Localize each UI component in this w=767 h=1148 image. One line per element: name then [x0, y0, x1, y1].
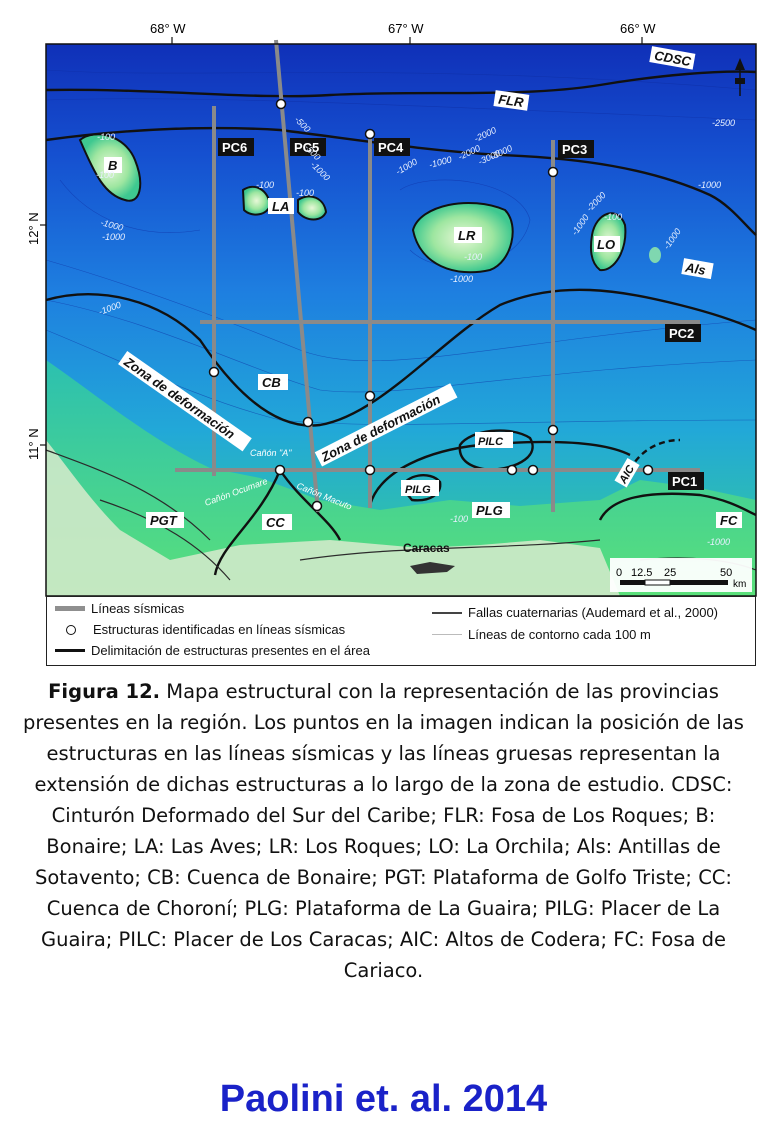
label-pc3: PC3: [562, 142, 587, 157]
lon-tick-68: 68° W: [150, 21, 186, 36]
label-pc1: PC1: [672, 474, 697, 489]
label-lo: LO: [597, 237, 615, 252]
label-b: B: [108, 158, 117, 173]
label-canon-a: Cañón "A": [250, 448, 292, 458]
label-pgt: PGT: [150, 513, 178, 528]
label-la: LA: [272, 199, 289, 214]
label-als: Als: [683, 260, 707, 278]
contour-label: -100: [97, 132, 115, 142]
legend-item-delimitation: Delimitación de estructuras presentes en…: [55, 643, 370, 658]
legend-item-contours: Líneas de contorno cada 100 m: [432, 627, 651, 642]
lat-tick-11: 11° N: [26, 428, 41, 460]
label-pc6: PC6: [222, 140, 247, 155]
structure-point: [364, 390, 376, 402]
legend-seismic-text: Líneas sísmicas: [91, 601, 185, 616]
island-small: [649, 247, 661, 263]
contour-label: -100: [604, 212, 622, 222]
label-fc: FC: [720, 513, 738, 528]
caracas-city: [410, 562, 455, 574]
legend-item-seismic: Líneas sísmicas: [55, 601, 184, 616]
legend-faults-text: Fallas cuaternarias (Audemard et al., 20…: [468, 605, 719, 620]
label-lr: LR: [458, 228, 476, 243]
legend-faults-symbol: [432, 611, 462, 614]
structural-map: 68° W 67° W 66° W 12° N 11° N: [26, 21, 757, 597]
structure-point: [527, 464, 539, 476]
structure-point: [364, 128, 376, 140]
legend-delimitation-symbol: [55, 649, 85, 652]
scale-tick-12-5: 12.5: [631, 567, 652, 579]
scale-tick-25: 25: [664, 567, 676, 579]
contour-label: -1000: [450, 274, 473, 284]
contour-label: -2500: [712, 118, 735, 128]
scale-tick-50: 50: [720, 567, 732, 579]
island-las-aves-2: [297, 195, 328, 221]
structure-point: [275, 98, 287, 110]
delim-aic: [628, 438, 681, 471]
caption-figure-label: Figura 12.: [48, 680, 161, 703]
label-caracas: Caracas: [403, 541, 450, 555]
structure-point: [302, 416, 314, 428]
delim-fc: [598, 492, 757, 521]
structure-point: [364, 464, 376, 476]
scale-bar: 0 12.5 25 50 km: [610, 558, 752, 592]
label-pilc: PILC: [478, 436, 504, 448]
contour-label: -1000: [698, 180, 721, 190]
credit-text: Paolini et. al. 2014: [219, 1078, 548, 1120]
label-flr: FLR: [497, 92, 525, 110]
figure-caption: Figura 12. Mapa estructural con la repre…: [20, 676, 747, 986]
delim-pilg: [400, 474, 442, 502]
legend-contour-symbol: [432, 634, 462, 635]
structure-point: [311, 500, 323, 512]
legend-item-structures: Estructuras identificadas en líneas sísm…: [55, 622, 345, 637]
land-area: [46, 440, 620, 596]
contour-label: -100: [450, 514, 468, 524]
label-pc5: PC5: [294, 140, 319, 155]
structure-point: [506, 464, 518, 476]
legend-seismic-symbol: [55, 606, 85, 611]
lon-tick-67: 67° W: [388, 21, 424, 36]
contour-label: -100: [256, 180, 274, 190]
scale-tick-0: 0: [616, 567, 622, 579]
delim-cb: [45, 288, 757, 427]
contour-label: -1000: [707, 537, 730, 547]
continental-shelf: [46, 360, 756, 596]
label-cc: CC: [266, 515, 285, 530]
delim-cdsc: [45, 70, 757, 98]
contour-label: -100: [464, 252, 482, 262]
caption-text: Mapa estructural con la representación d…: [23, 680, 744, 982]
scale-unit: km: [733, 579, 746, 590]
contour-label: -100: [296, 188, 314, 198]
legend-circle-icon: [66, 624, 76, 635]
structure-point: [642, 464, 654, 476]
structure-point: [274, 464, 286, 476]
structure-point: [547, 166, 559, 178]
contour-label: -100: [96, 170, 114, 180]
label-pilg: PILG: [405, 484, 431, 496]
legend-item-faults: Fallas cuaternarias (Audemard et al., 20…: [432, 605, 718, 620]
structure-point: [547, 424, 559, 436]
label-plg: PLG: [476, 503, 503, 518]
label-pc4: PC4: [378, 140, 404, 155]
label-pc2: PC2: [669, 326, 694, 341]
seismic-line-pc5: [274, 39, 320, 513]
structure-point: [208, 366, 220, 378]
legend-delimitation-text: Delimitación de estructuras presentes en…: [91, 643, 370, 658]
delim-flr: [45, 126, 757, 236]
label-cb: CB: [262, 375, 281, 390]
lon-tick-66: 66° W: [620, 21, 656, 36]
delim-pilc: [458, 429, 534, 472]
seismic-labels: PC6 PC5 PC4 PC3 PC2 PC1: [218, 138, 704, 490]
legend-contours-text: Líneas de contorno cada 100 m: [468, 627, 651, 642]
legend-structures-text: Estructuras identificadas en líneas sísm…: [93, 622, 346, 637]
contour-label: -1000: [102, 232, 125, 242]
label-cdsc: CDSC: [653, 48, 692, 69]
lat-tick-12: 12° N: [26, 212, 41, 245]
north-arrow-icon: [735, 58, 745, 96]
map-legend: Líneas sísmicas Estructuras identificada…: [46, 596, 756, 666]
